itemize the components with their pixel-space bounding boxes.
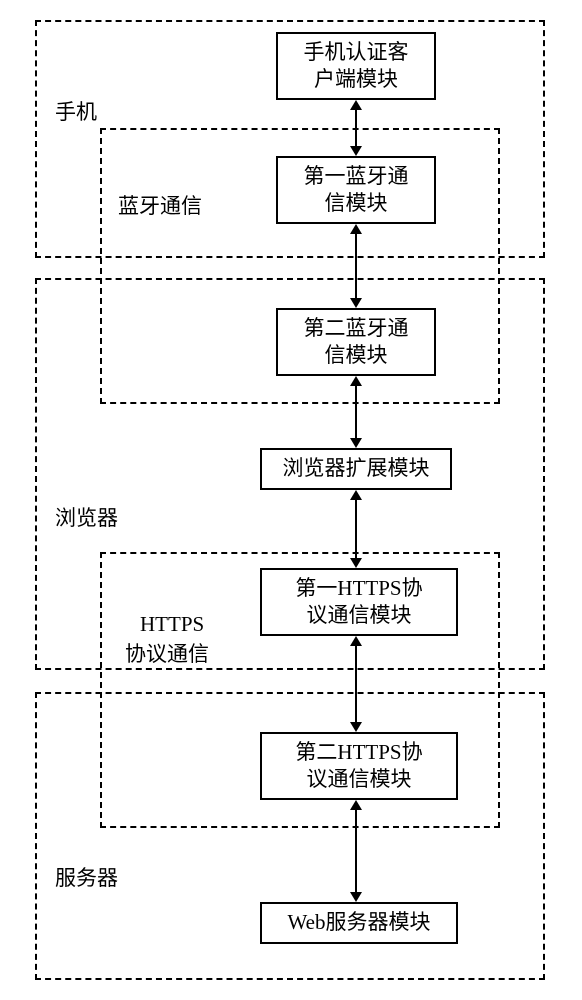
https2: 第二HTTPS协 议通信模块 xyxy=(260,732,458,800)
https-label-line1: HTTPS xyxy=(140,612,204,637)
arrow-phone-auth-bt1 xyxy=(0,108,582,148)
bluetooth-label: 蓝牙通信 xyxy=(118,190,202,220)
arrow-browser-ext-https1 xyxy=(0,498,582,560)
arrow-https1-https2 xyxy=(0,644,582,724)
arrow-https2-web-server xyxy=(0,808,582,894)
arrow-bt1-bt2 xyxy=(0,232,582,300)
phone-auth: 手机认证客 户端模块 xyxy=(276,32,436,100)
web-server: Web服务器模块 xyxy=(260,902,458,944)
browser-ext: 浏览器扩展模块 xyxy=(260,448,452,490)
bt2: 第二蓝牙通 信模块 xyxy=(276,308,436,376)
arrow-bt2-browser-ext xyxy=(0,384,582,440)
bt1: 第一蓝牙通 信模块 xyxy=(276,156,436,224)
https1: 第一HTTPS协 议通信模块 xyxy=(260,568,458,636)
